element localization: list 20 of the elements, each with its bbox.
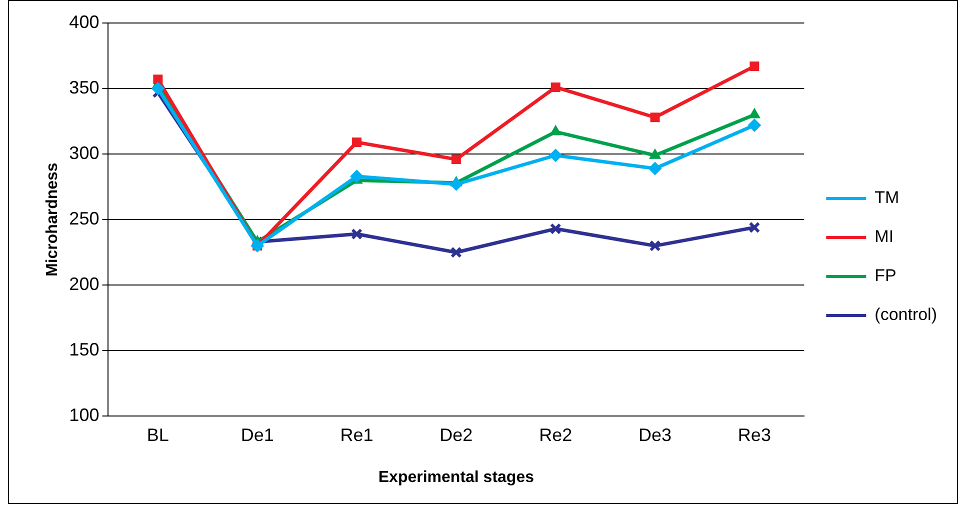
x-tick-label: De3: [638, 424, 672, 445]
x-tick-label: De2: [440, 424, 473, 445]
legend-label: FP: [874, 266, 896, 286]
x-tick-label: De1: [240, 424, 274, 445]
y-tick-label: 350: [69, 78, 100, 98]
y-tick-label: 250: [69, 208, 100, 229]
legend-label: MI: [874, 227, 894, 246]
x-tick-label: Re3: [738, 424, 771, 445]
legend-label: (control): [874, 305, 938, 324]
y-tick-label: 100: [69, 405, 100, 426]
x-tick-label: Re1: [340, 424, 374, 445]
y-tick-label: 200: [69, 274, 100, 294]
x-tick-label: Re2: [539, 424, 572, 445]
y-tick-label: 400: [69, 12, 100, 32]
x-axis-title: Experimental stages: [378, 468, 534, 486]
y-tick-label: 300: [69, 143, 100, 164]
y-axis-title: Microhardness: [44, 162, 62, 277]
x-tick-label: BL: [146, 424, 169, 445]
legend-label: TM: [874, 188, 900, 208]
y-tick-label: 150: [69, 340, 100, 360]
